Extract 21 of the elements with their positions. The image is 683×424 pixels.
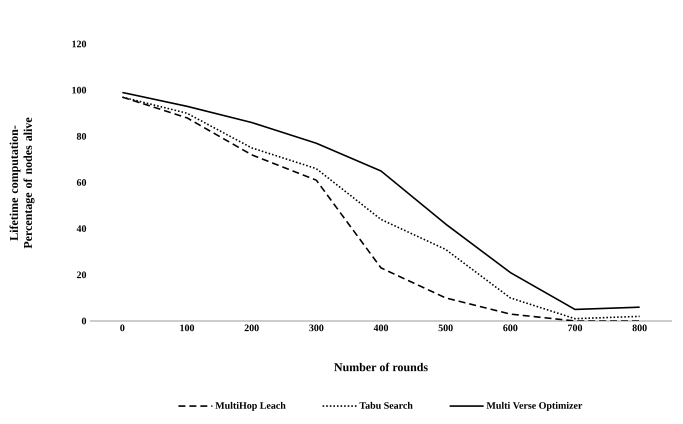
x-tick-label: 200 bbox=[244, 324, 259, 332]
y-axis-title: Lifetime computation- Percentage of nodes alive bbox=[9, 118, 34, 248]
y-tick-label: 20 bbox=[76, 271, 86, 278]
x-tick-label: 300 bbox=[309, 324, 324, 332]
x-tick-label: 400 bbox=[374, 324, 388, 332]
x-tick-label: 700 bbox=[568, 324, 582, 332]
legend-label: Tabu Search bbox=[360, 402, 413, 409]
x-axis-title: Number of rounds bbox=[334, 362, 428, 372]
x-tick-label: 800 bbox=[632, 324, 647, 332]
y-tick-label: 100 bbox=[72, 86, 86, 94]
legend-label: MultiHop Leach bbox=[215, 402, 286, 411]
y-tick-label: 80 bbox=[76, 132, 86, 140]
y-tick-label: 60 bbox=[76, 179, 86, 186]
legend-label: Multi Verse Optimizer bbox=[486, 402, 582, 411]
x-tick-label: 600 bbox=[503, 324, 518, 332]
x-tick-label: 500 bbox=[438, 324, 453, 332]
y-tick-label: 0 bbox=[82, 318, 86, 324]
x-tick-label: 100 bbox=[180, 324, 194, 332]
y-tick-label: 40 bbox=[76, 225, 86, 232]
x-tick-label: 0 bbox=[120, 324, 124, 332]
y-tick-label: 120 bbox=[72, 40, 86, 48]
